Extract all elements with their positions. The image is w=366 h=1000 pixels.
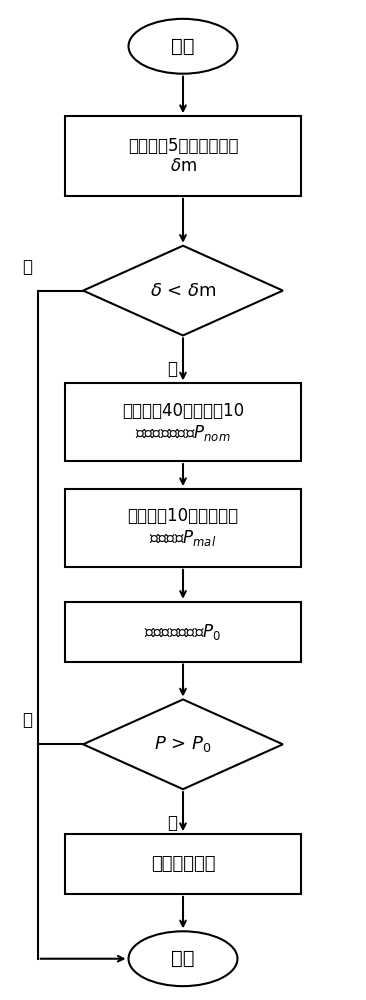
Polygon shape (83, 246, 283, 335)
Text: 计算过去10天的电站电
量实标比$P_{mal}$: 计算过去10天的电站电 量实标比$P_{mal}$ (127, 507, 239, 548)
Text: 取消故障告警: 取消故障告警 (151, 855, 215, 873)
Ellipse shape (128, 19, 238, 74)
FancyBboxPatch shape (65, 834, 301, 894)
Text: 计算过去40天排名前10
的实标比平均值$P_{nom}$: 计算过去40天排名前10 的实标比平均值$P_{nom}$ (122, 402, 244, 443)
Text: $\delta$ < $\delta$m: $\delta$ < $\delta$m (150, 282, 216, 300)
Text: $P$ > $P_0$: $P$ > $P_0$ (154, 734, 212, 754)
Polygon shape (83, 699, 283, 789)
Text: 结束: 结束 (171, 949, 195, 968)
FancyBboxPatch shape (65, 383, 301, 461)
FancyBboxPatch shape (65, 116, 301, 196)
Text: 否: 否 (22, 711, 32, 729)
Ellipse shape (128, 931, 238, 986)
Text: 是: 是 (167, 360, 177, 378)
Text: 是: 是 (167, 814, 177, 832)
Text: 否: 否 (22, 258, 32, 276)
Text: 计算阈值实标比$P_0$: 计算阈值实标比$P_0$ (145, 622, 221, 642)
FancyBboxPatch shape (65, 489, 301, 567)
Text: 开始: 开始 (171, 37, 195, 56)
FancyBboxPatch shape (65, 602, 301, 662)
Text: 查询过去5天最小离散率
$\delta$m: 查询过去5天最小离散率 $\delta$m (128, 137, 238, 175)
